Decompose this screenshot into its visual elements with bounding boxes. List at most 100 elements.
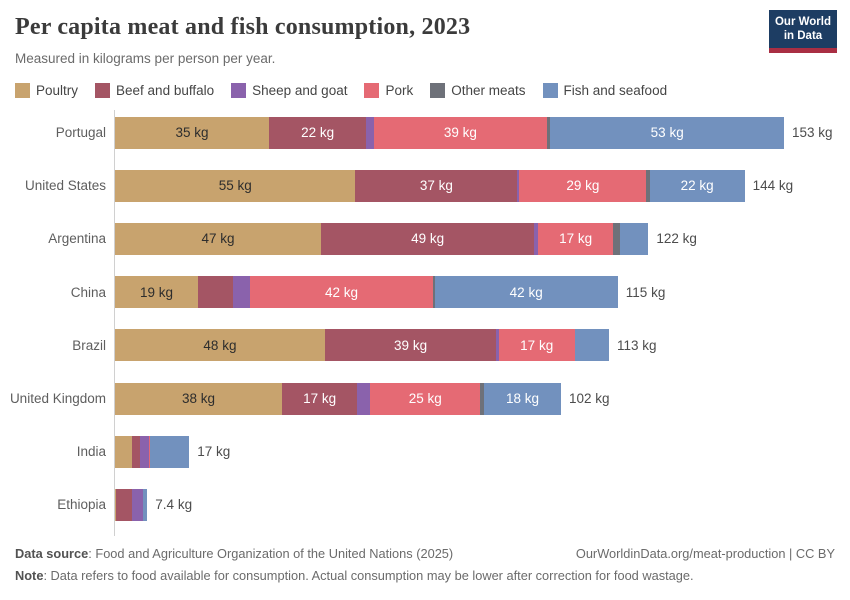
bar-segment-poultry[interactable]: 48 kg	[115, 329, 325, 362]
bar-segment-other-meats[interactable]	[546, 116, 551, 149]
chart-row: Brazil 48 kg 39 kg 17 kg 113 kg	[0, 319, 850, 372]
segment-value-label: 22 kg	[680, 178, 714, 194]
chart-row: United Kingdom 38 kg 17 kg 25 kg 18 kg 102 kg	[0, 372, 850, 425]
legend-label: Other meats	[451, 83, 526, 98]
country-label: Ethiopia	[57, 497, 106, 513]
bar-segment-sheep-and-goat[interactable]	[140, 435, 149, 468]
bar-segment-fish-and-seafood[interactable]: 53 kg	[550, 116, 784, 149]
segment-value-label: 42 kg	[509, 284, 543, 300]
bar-segment-beef-and-buffalo[interactable]	[131, 435, 141, 468]
segment-value-label: 29 kg	[566, 178, 600, 194]
bar-segment-pork[interactable]: 42 kg	[249, 276, 434, 309]
bar-segment-fish-and-seafood[interactable]	[575, 329, 610, 362]
bar-segment-pork[interactable]	[148, 435, 150, 468]
legend-swatch	[364, 83, 380, 98]
legend-item-beef-and-buffalo[interactable]: Beef and buffalo	[95, 83, 214, 98]
owid-logo-line2: in Data	[783, 30, 823, 43]
bar-segment-beef-and-buffalo[interactable]	[115, 488, 133, 521]
legend-item-sheep-and-goat[interactable]: Sheep and goat	[231, 83, 347, 98]
bar-segment-other-meats[interactable]	[613, 222, 621, 255]
legend: Poultry Beef and buffalo Sheep and goat Por…	[15, 83, 667, 98]
bar-segment-fish-and-seafood[interactable]: 42 kg	[434, 276, 618, 309]
stacked-bar: 55 kg 37 kg 29 kg 22 kg 144 kg	[115, 169, 793, 202]
chart-row: China 19 kg 42 kg 42 kg 115 kg	[0, 266, 850, 319]
owid-logo-line1: Our World	[774, 16, 831, 28]
page-title: Per capita meat and fish consumption, 20…	[15, 14, 471, 40]
data-source-label: Data source	[15, 546, 89, 561]
legend-item-poultry[interactable]: Poultry	[15, 83, 78, 98]
owid-logo[interactable]: Our World in Data	[769, 10, 837, 53]
bar-segment-beef-and-buffalo[interactable]	[198, 276, 234, 309]
bar-total-label: 7.4 kg	[155, 497, 193, 513]
segment-value-label: 37 kg	[419, 178, 453, 194]
bar-segment-poultry[interactable]: 38 kg	[115, 382, 283, 415]
bar-segment-sheep-and-goat[interactable]	[534, 222, 539, 255]
segment-value-label: 17 kg	[520, 337, 554, 353]
legend-label: Poultry	[36, 83, 79, 98]
segment-value-label: 39 kg	[443, 125, 477, 141]
legend-swatch	[95, 83, 111, 98]
bar-segment-beef-and-buffalo[interactable]: 37 kg	[355, 169, 518, 202]
bar-segment-sheep-and-goat[interactable]	[132, 488, 143, 521]
bar-segment-poultry[interactable]: 55 kg	[115, 169, 356, 202]
bar-segment-poultry[interactable]: 19 kg	[115, 276, 199, 309]
bar-segment-fish-and-seafood[interactable]: 22 kg	[649, 169, 745, 202]
bar-segment-other-meats[interactable]	[574, 329, 576, 362]
bar-segment-beef-and-buffalo[interactable]: 17 kg	[282, 382, 358, 415]
chart-row: United States 55 kg 37 kg 29 kg 22 kg 144 kg	[0, 159, 850, 212]
bar-segment-poultry[interactable]	[115, 488, 116, 521]
legend-item-pork[interactable]: Pork	[364, 83, 413, 98]
bar-segment-other-meats[interactable]	[433, 276, 435, 309]
y-axis-line	[114, 110, 115, 536]
bar-segment-beef-and-buffalo[interactable]: 22 kg	[268, 116, 367, 149]
country-label: United Kingdom	[9, 391, 106, 407]
legend-item-other-meats[interactable]: Other meats	[430, 83, 526, 98]
bar-segment-pork[interactable]: 39 kg	[374, 116, 547, 149]
bar-segment-fish-and-seafood[interactable]	[142, 488, 148, 521]
legend-swatch	[231, 83, 247, 98]
stacked-bar: 38 kg 17 kg 25 kg 18 kg 102 kg	[115, 382, 610, 415]
bar-segment-fish-and-seafood[interactable]	[149, 435, 190, 468]
bar-total-label: 115 kg	[625, 284, 666, 300]
bar-segment-pork[interactable]: 17 kg	[498, 329, 575, 362]
legend-label: Fish and seafood	[563, 83, 668, 98]
data-source-line: Data source: Food and Agriculture Organi…	[15, 546, 453, 561]
bar-segment-sheep-and-goat[interactable]	[517, 169, 520, 202]
legend-swatch	[15, 83, 30, 98]
bar-segment-poultry[interactable]: 47 kg	[115, 222, 321, 255]
bar-segment-fish-and-seafood[interactable]: 18 kg	[484, 382, 561, 415]
stacked-bar: 47 kg 49 kg 17 kg 122 kg	[115, 222, 697, 255]
bar-segment-sheep-and-goat[interactable]	[496, 329, 499, 362]
bar-segment-pork[interactable]: 29 kg	[519, 169, 647, 202]
legend-swatch	[430, 83, 446, 98]
bar-segment-sheep-and-goat[interactable]	[357, 382, 371, 415]
bar-segment-poultry[interactable]: 35 kg	[115, 116, 269, 149]
bar-segment-sheep-and-goat[interactable]	[366, 116, 375, 149]
bar-segment-sheep-and-goat[interactable]	[233, 276, 250, 309]
bar-total-label: 102 kg	[568, 391, 610, 407]
bar-total-label: 153 kg	[791, 125, 833, 141]
note-text: : Data refers to food available for cons…	[43, 568, 694, 583]
legend-label: Sheep and goat	[252, 83, 348, 98]
bar-segment-pork[interactable]: 17 kg	[538, 222, 613, 255]
country-label: Argentina	[48, 231, 106, 247]
country-label: China	[70, 284, 106, 300]
chart-row: Portugal 35 kg 22 kg 39 kg 53 kg 153 kg	[0, 106, 850, 159]
segment-value-label: 39 kg	[394, 337, 428, 353]
segment-value-label: 17 kg	[303, 391, 337, 407]
chart-url-license[interactable]: OurWorldinData.org/meat-production | CC …	[575, 546, 835, 561]
bar-segment-other-meats[interactable]	[480, 382, 485, 415]
bar-segment-beef-and-buffalo[interactable]: 49 kg	[320, 222, 535, 255]
bar-segment-other-meats[interactable]	[646, 169, 650, 202]
bar-segment-poultry[interactable]	[115, 435, 132, 468]
country-label: United States	[24, 178, 106, 194]
chart-subtitle: Measured in kilograms per person per yea…	[15, 51, 276, 66]
legend-item-fish-and-seafood[interactable]: Fish and seafood	[542, 83, 668, 98]
country-label: India	[76, 444, 106, 460]
bar-total-label: 17 kg	[197, 444, 231, 460]
bar-segment-beef-and-buffalo[interactable]: 39 kg	[324, 329, 497, 362]
bar-segment-pork[interactable]: 25 kg	[370, 382, 481, 415]
legend-swatch	[542, 83, 558, 98]
bar-segment-fish-and-seafood[interactable]	[620, 222, 649, 255]
